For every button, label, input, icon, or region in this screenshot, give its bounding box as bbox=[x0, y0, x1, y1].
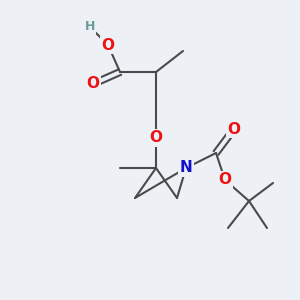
Text: O: O bbox=[149, 130, 163, 146]
Text: H: H bbox=[85, 20, 95, 34]
Text: N: N bbox=[180, 160, 192, 175]
Text: O: O bbox=[227, 122, 241, 136]
Text: O: O bbox=[218, 172, 232, 188]
Text: O: O bbox=[101, 38, 115, 52]
Text: O: O bbox=[86, 76, 100, 92]
